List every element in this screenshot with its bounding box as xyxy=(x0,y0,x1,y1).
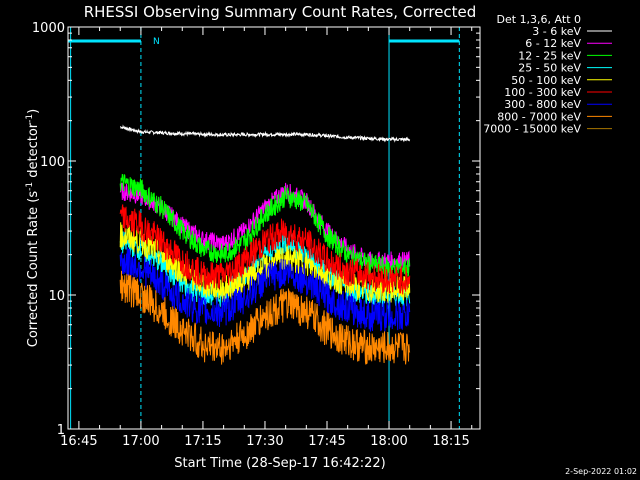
legend-label: 100 - 300 keV xyxy=(504,86,581,99)
y-tick-label: 1 xyxy=(57,423,65,438)
series-line xyxy=(120,124,411,143)
y-tick-label: 100 xyxy=(40,155,65,170)
orbit-markers xyxy=(68,27,460,429)
legend-label: 25 - 50 keV xyxy=(518,62,581,75)
series-line xyxy=(119,247,411,332)
legend-label: 6 - 12 keV xyxy=(525,37,581,50)
y-axis-label: Corrected Count Rate (s-1 detector-1) xyxy=(25,109,41,347)
x-tick-label: 17:30 xyxy=(246,434,283,449)
series-line xyxy=(119,173,411,278)
x-tick-label: 18:00 xyxy=(370,434,407,449)
x-tick-label: 16:45 xyxy=(60,434,97,449)
legend-label: 12 - 25 keV xyxy=(518,49,581,62)
y-tick-label: 1000 xyxy=(32,21,65,36)
series-line xyxy=(119,270,411,365)
legend-label: 7000 - 15000 keV xyxy=(483,123,581,136)
series-group xyxy=(119,124,411,365)
x-tick-label: 17:45 xyxy=(308,434,345,449)
night-marker: N xyxy=(153,37,160,47)
chart-title: RHESSI Observing Summary Count Rates, Co… xyxy=(84,3,477,21)
legend-label: 3 - 6 keV xyxy=(532,25,581,38)
x-axis-label: Start Time (28-Sep-17 16:42:22) xyxy=(174,456,385,471)
x-tick-label: 17:15 xyxy=(184,434,221,449)
axes-frame xyxy=(67,26,481,430)
footer-date: 2-Sep-2022 01:02 xyxy=(565,467,637,476)
y-tick-label: 10 xyxy=(48,289,65,304)
legend-label: 800 - 7000 keV xyxy=(497,110,581,123)
legend-label: 300 - 800 keV xyxy=(504,98,581,111)
x-tick-label: 17:00 xyxy=(122,434,159,449)
axes: 16:45 17:00 17:15 17:30 17:45 18:00 18:15 1 10 10… xyxy=(32,21,481,449)
x-tick-label: 18:15 xyxy=(432,434,469,449)
legend-header: Det 1,3,6, Att 0 xyxy=(497,13,581,26)
series-line xyxy=(119,204,411,295)
legend-label: 50 - 100 keV xyxy=(511,74,581,87)
